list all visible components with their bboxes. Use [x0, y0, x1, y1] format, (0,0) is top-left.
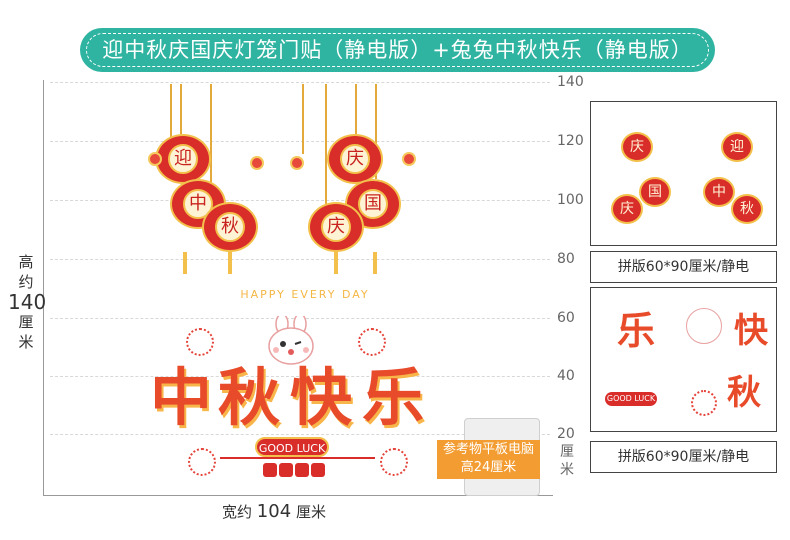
width-value: 104	[256, 501, 292, 522]
flower-icon	[290, 156, 304, 170]
title-char: 秋	[217, 361, 280, 434]
lantern-tassel	[183, 252, 187, 274]
layout-panel-lanterns: 庆 迎 国 庆 中 秋	[590, 101, 777, 246]
mini-title-char: 快	[734, 311, 768, 351]
mini-rabbit-icon	[686, 308, 722, 344]
banner-dashed-border	[86, 33, 709, 67]
title-char: 快	[289, 361, 352, 434]
lantern-string	[210, 84, 212, 204]
happy-every-day-text: HAPPY EVERY DAY	[240, 288, 370, 301]
badge-icon	[295, 463, 309, 477]
height-unit: 厘米	[18, 313, 34, 351]
layout-panel-title: 乐 快 秋 GOOD LUCK	[590, 287, 777, 432]
lantern-string	[325, 84, 327, 204]
lantern-char: 中	[183, 189, 213, 219]
mini-title-char: 乐	[616, 309, 655, 353]
title-char: 中	[149, 361, 212, 434]
lantern: 迎	[155, 134, 211, 184]
banner-title: 迎中秋庆国庆灯笼门贴（静电版）+兔兔中秋快乐（静电版）	[102, 38, 693, 62]
reference-line1: 参考物平板电脑	[442, 442, 534, 457]
lantern-tassel	[228, 252, 232, 274]
rabbit-icon	[268, 316, 314, 365]
tick-label: 20	[557, 426, 575, 442]
mini-lantern: 国	[639, 177, 671, 207]
height-prefix: 高约	[18, 253, 34, 291]
gridline-100	[50, 200, 550, 201]
lantern: 庆	[308, 202, 364, 252]
lantern-char: 秋	[215, 212, 245, 242]
width-prefix: 宽约	[222, 503, 253, 521]
gridline-20	[50, 434, 550, 435]
gridline-80	[50, 259, 550, 260]
firework-icon	[188, 448, 216, 476]
lantern-string	[355, 84, 357, 134]
lantern-group: 迎 庆 中 国 秋 庆	[130, 84, 440, 284]
panel-caption: 拼版60*90厘米/静电	[590, 251, 777, 283]
title-banner: 迎中秋庆国庆灯笼门贴（静电版）+兔兔中秋快乐（静电版）	[80, 28, 715, 72]
gridline-40	[50, 376, 550, 377]
mini-lantern: 秋	[731, 194, 763, 224]
tick-label: 80	[557, 251, 575, 267]
mini-lantern: 迎	[721, 132, 753, 162]
width-label: 宽约 104 厘米	[222, 501, 326, 522]
gridline-140	[50, 82, 550, 83]
mini-title-char: 秋	[727, 373, 761, 413]
firework-icon	[380, 448, 408, 476]
tick-label: 120	[557, 133, 584, 149]
scale-unit: 厘米	[560, 444, 574, 478]
gridline-120	[50, 141, 550, 142]
badge-icon	[263, 463, 277, 477]
mini-firework-icon	[691, 390, 717, 416]
panel-caption: 拼版60*90厘米/静电	[590, 441, 777, 473]
tick-label: 100	[557, 192, 584, 208]
tick-label: 60	[557, 310, 575, 326]
tick-label: 140	[557, 74, 584, 90]
lantern-char: 迎	[168, 144, 198, 174]
lantern: 中	[170, 179, 226, 229]
mini-lantern: 中	[703, 177, 735, 207]
lantern-string	[375, 84, 377, 179]
width-unit: 厘米	[295, 503, 326, 521]
firework-icon	[358, 328, 386, 356]
flower-icon	[148, 152, 162, 166]
width-dimension-line	[43, 495, 553, 496]
lantern-tassel	[373, 252, 377, 274]
lantern: 秋	[202, 202, 258, 252]
height-value: 140	[8, 290, 47, 314]
lantern-char: 庆	[340, 144, 370, 174]
lantern-string	[180, 84, 182, 134]
tick-label: 40	[557, 368, 575, 384]
good-luck-badge: GOOD LUCK	[255, 437, 329, 457]
main-title: 中 秋 快 乐	[148, 360, 428, 440]
lantern-tassel	[334, 252, 338, 274]
lantern-char: 国	[358, 189, 388, 219]
title-char: 乐	[361, 361, 424, 434]
reference-line2: 高24厘米	[460, 460, 517, 475]
ribbon-decoration	[220, 457, 375, 477]
badge-icon	[311, 463, 325, 477]
height-label: 高约 140 厘米	[8, 252, 47, 352]
mini-lantern: 庆	[621, 132, 653, 162]
mini-lantern: 庆	[611, 194, 643, 224]
flower-icon	[250, 156, 264, 170]
firework-icon	[186, 328, 214, 356]
lantern-char: 庆	[321, 212, 351, 242]
mini-good-luck: GOOD LUCK	[605, 392, 657, 406]
badge-icon	[279, 463, 293, 477]
flower-icon	[402, 152, 416, 166]
lantern-string	[302, 84, 304, 154]
height-dimension-line	[43, 80, 44, 495]
badge-row	[263, 462, 327, 477]
reference-label: 参考物平板电脑 高24厘米	[437, 440, 540, 479]
lantern: 庆	[327, 134, 383, 184]
lantern-string	[170, 84, 172, 179]
